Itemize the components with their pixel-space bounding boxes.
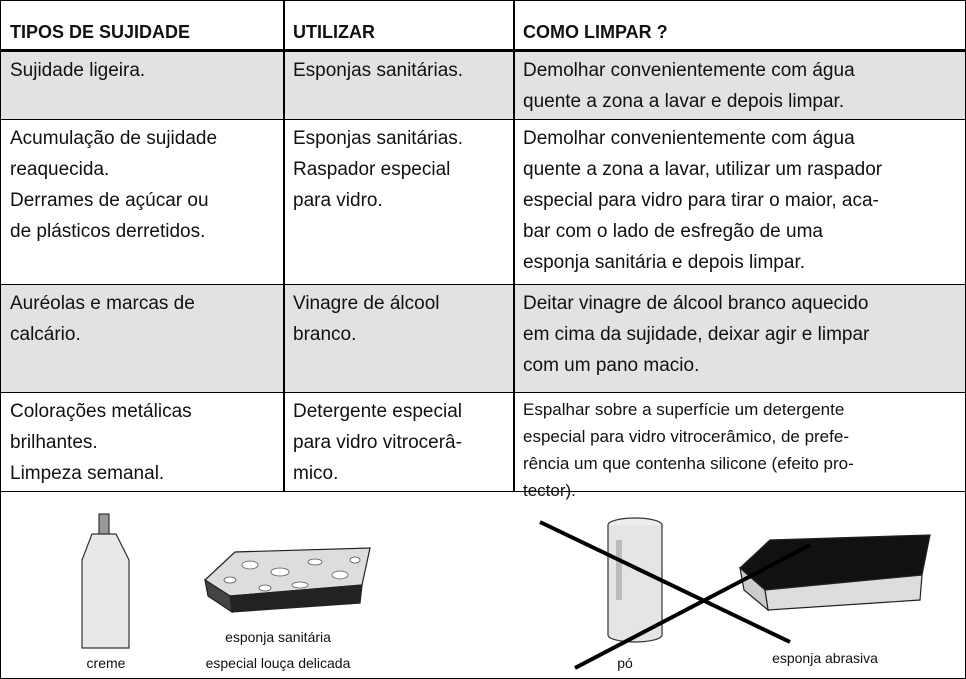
caption-line: creme: [86, 655, 126, 671]
cross-out: [539, 520, 811, 670]
table-cell: Demolhar convenientemente com água quente…: [513, 52, 966, 117]
cell-line: em cima da sujidade, deixar agir e limpa…: [523, 324, 870, 345]
table-cell: Detergente especial para vidro vitrocerâ-…: [283, 393, 513, 489]
table-row: [0, 52, 966, 120]
table-row: [0, 120, 966, 285]
caption: esponja sanitária especial louça delicada: [158, 624, 398, 676]
powder-can: [607, 517, 663, 643]
caption-line: esponja sanitária: [225, 629, 331, 645]
cell-line: de plásticos derretidos.: [10, 221, 206, 242]
table-cell: Vinagre de álcool branco.: [283, 285, 513, 350]
caption: pó: [505, 650, 745, 676]
table-cell: Colorações metálicas brilhantes. Limpeza s…: [0, 393, 283, 489]
cell-line: Espalhar sobre a superfície um detergent…: [523, 400, 845, 419]
cell-line: Auréolas e marcas de: [10, 293, 195, 314]
cell-line: Derrames de açúcar ou: [10, 190, 209, 211]
cell-line: com um pano macio.: [523, 355, 700, 376]
column-divider: [513, 0, 515, 492]
cell-line: Esponjas sanitárias.: [293, 60, 464, 81]
cell-line: brilhantes.: [10, 432, 98, 453]
cell-line: Detergente especial: [293, 401, 462, 422]
table-cell: Demolhar convenientemente com água quente…: [513, 120, 966, 278]
table-cell: Espalhar sobre a superfície um detergent…: [513, 393, 966, 504]
table-cell: Sujidade ligeira.: [0, 52, 283, 86]
cell-line: esponja sanitária e depois limpar.: [523, 252, 806, 273]
table-cell: Deitar vinagre de álcool branco aquecido…: [513, 285, 966, 381]
cell-line: Colorações metálicas: [10, 401, 192, 422]
caption-line: pó: [617, 655, 633, 671]
cell-line: Vinagre de álcool: [293, 293, 440, 314]
cell-line: especial para vidro vitrocerâmico, de pr…: [523, 427, 849, 446]
cell-line: Acumulação de sujidade: [10, 128, 218, 149]
cell-line: Esponjas sanitárias.: [293, 128, 464, 149]
cell-line: Sujidade ligeira.: [10, 60, 146, 81]
cell-line: branco.: [293, 324, 357, 345]
cell-line: reaquecida.: [10, 159, 110, 180]
cell-line: Limpeza semanal.: [10, 463, 165, 484]
caption: esponja abrasiva: [705, 645, 945, 671]
cell-line: Demolhar convenientemente com água: [523, 128, 855, 149]
caption-line: esponja abrasiva: [772, 650, 878, 666]
column-divider: [283, 0, 285, 492]
cell-line: quente a zona a lavar e depois limpar.: [523, 91, 845, 112]
cell-line: para vidro vitrocerâ-: [293, 432, 462, 453]
table-row: [0, 285, 966, 393]
cell-line: calcário.: [10, 324, 81, 345]
cell-line: bar com o lado de esfregão de uma: [523, 221, 823, 242]
cell-line: tector).: [523, 481, 576, 500]
cell-line: rência um que contenha silicone (efeito …: [523, 454, 854, 473]
cell-line: para vidro.: [293, 190, 383, 211]
caption: creme: [0, 650, 226, 676]
table-cell: Auréolas e marcas de calcário.: [0, 285, 283, 350]
cell-line: mico.: [293, 463, 339, 484]
sponge: [204, 547, 371, 614]
cell-line: Deitar vinagre de álcool branco aquecido: [523, 293, 869, 314]
cell-line: Demolhar convenientemente com água: [523, 60, 855, 81]
cell-line: especial para vidro para tirar o maior, …: [523, 190, 879, 211]
table-cell: Acumulação de sujidade reaquecida. Derrame…: [0, 120, 283, 247]
header-cell: UTILIZAR: [293, 21, 375, 43]
cell-line: quente a zona a lavar, utilizar um raspa…: [523, 159, 883, 180]
table-cell: Esponjas sanitárias. Raspador especial par…: [283, 120, 513, 216]
table-cell: Esponjas sanitárias.: [283, 52, 513, 86]
caption-line: especial louça delicada: [205, 655, 351, 671]
header-cell: COMO LIMPAR ?: [523, 21, 668, 43]
table-row: [0, 393, 966, 492]
cell-line: Raspador especial: [293, 159, 451, 180]
cream-tube: [81, 513, 130, 649]
header-cell: TIPOS DE SUJIDADE: [10, 21, 191, 43]
